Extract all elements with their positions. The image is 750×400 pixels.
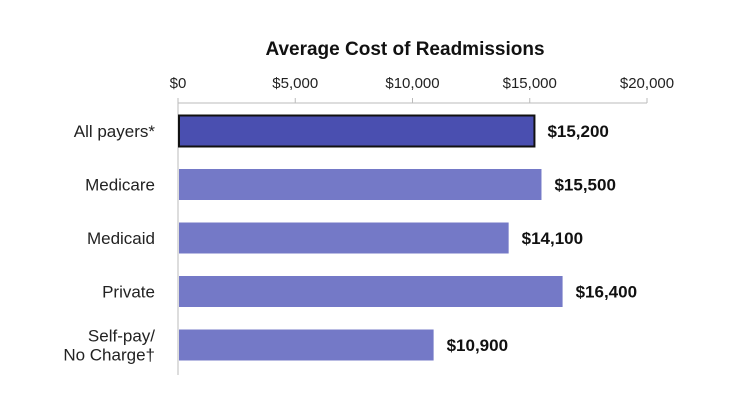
x-tick-label: $15,000 [503, 75, 557, 92]
bar [178, 114, 536, 148]
category-label: All payers* [74, 122, 156, 141]
data-label: $10,900 [447, 336, 508, 355]
bar [179, 222, 509, 254]
x-tick-label: $5,000 [272, 75, 318, 92]
x-tick-label: $0 [170, 75, 187, 92]
x-tick-label: $20,000 [620, 75, 674, 92]
data-label: $15,200 [547, 122, 608, 141]
x-axis: $0 $5,000 $10,000 $15,000 $20,000 [170, 75, 674, 375]
bar [179, 276, 563, 307]
category-label: Medicaid [87, 229, 155, 248]
category-label: Medicare [85, 176, 155, 195]
data-label: $14,100 [522, 229, 583, 248]
category-label: Private [102, 283, 155, 302]
data-label: $16,400 [576, 283, 637, 302]
bar [179, 169, 542, 200]
chart-title: Average Cost of Readmissions [265, 39, 544, 60]
category-label: Self-pay/No Charge† [63, 327, 155, 365]
bars: All payers* $15,200 Medicare $15,500 Medicai… [63, 114, 637, 365]
x-tick-label: $10,000 [385, 75, 439, 92]
bar [179, 329, 434, 361]
data-label: $15,500 [554, 176, 615, 195]
